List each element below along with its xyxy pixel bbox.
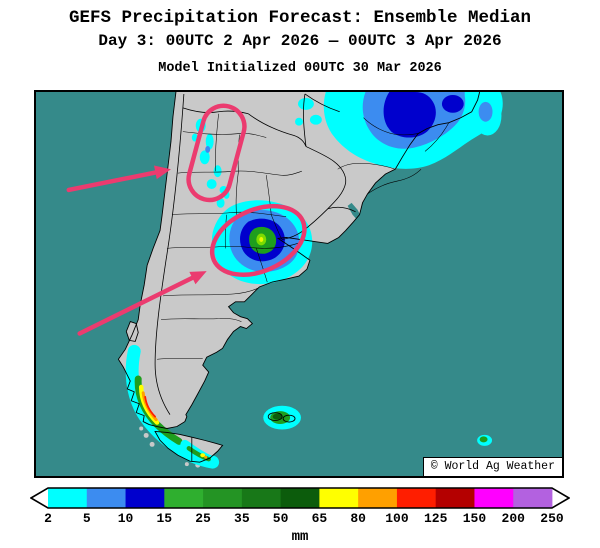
coastal-lagoon — [347, 202, 363, 223]
colorbar-tick: 10 — [117, 511, 134, 526]
precip-offshore-moderate — [478, 101, 493, 122]
map-canvas — [36, 92, 562, 476]
precip-ne-heavy-cell — [441, 94, 464, 113]
province-borders — [157, 113, 450, 360]
arrow-to-central-highlight — [77, 274, 197, 336]
precip-south-georgia-core — [479, 436, 488, 443]
colorbar-tick: 80 — [350, 511, 366, 526]
forecast-map: © World Ag Weather — [34, 90, 564, 478]
islet — [139, 426, 144, 431]
colorbar-segment-10-15 — [125, 488, 165, 508]
model-init-label: Model Initialized 00UTC 30 Mar 2026 — [158, 61, 442, 76]
map-title: GEFS Precipitation Forecast: Ensemble Me… — [68, 8, 532, 28]
colorbar-tick: 150 — [462, 511, 487, 526]
precip-speck — [309, 114, 322, 125]
colorbar-segment-65-80 — [319, 488, 359, 508]
colorbar-segment-25-35 — [203, 488, 243, 508]
colorbar-segment-35-50 — [241, 488, 282, 508]
precip-falklands-max — [272, 413, 282, 420]
colorbar — [30, 487, 570, 509]
colorbar-segment-200-250 — [513, 488, 553, 508]
precipitation-scale: 2 5 10 15 25 35 50 65 80 100 125 150 200 250 mm — [30, 487, 570, 545]
precip-speck — [200, 453, 206, 458]
precipitation-overlay — [125, 92, 503, 469]
colorbar-segment-15-25 — [164, 488, 204, 508]
islet — [149, 441, 155, 447]
precip-speck — [204, 455, 208, 459]
map-valid-period: Day 3: 00UTC 2 Apr 2026 — 00UTC 3 Apr 20… — [98, 32, 502, 50]
colorbar-segment-2-5 — [48, 488, 88, 508]
colorbar-tick: 2 — [44, 511, 52, 526]
precip-ne-heavy — [383, 92, 436, 138]
precip-chile-coast — [125, 344, 220, 469]
attribution-label: © World Ag Weather — [422, 457, 562, 476]
central-argentina-highlight — [209, 203, 307, 277]
colorbar-tick: 65 — [311, 511, 328, 526]
colorbar-unit: mm — [291, 529, 309, 545]
islet — [143, 432, 149, 438]
precip-speck — [295, 117, 303, 126]
colorbar-segment-5-10 — [86, 488, 126, 508]
northwest-argentina-highlight — [186, 103, 247, 203]
colorbar-tick: 100 — [385, 511, 409, 526]
colorbar-tick: 250 — [540, 511, 564, 526]
precip-nw-cell — [205, 145, 211, 153]
title-block: GEFS Precipitation Forecast: Ensemble Me… — [0, 6, 600, 78]
precip-speck — [216, 197, 225, 208]
islet — [184, 462, 189, 467]
precip-central-peak — [259, 236, 264, 242]
colorbar-tick: 25 — [195, 511, 211, 526]
colorbar-segment-50-65 — [280, 488, 320, 508]
colorbar-ticks: 2 5 10 15 25 35 50 65 80 100 125 150 200 250 — [30, 511, 570, 528]
colorbar-tick: 35 — [234, 511, 250, 526]
precip-speck — [298, 97, 314, 110]
colorbar-tick: 50 — [272, 511, 289, 526]
colorbar-outline — [30, 487, 570, 509]
colorbar-tick: 200 — [501, 511, 525, 526]
analyst-annotations — [66, 103, 307, 336]
arrowhead-central — [189, 271, 207, 285]
arrow-to-northwest-highlight — [66, 169, 160, 193]
colorbar-segment-100-125 — [396, 488, 437, 508]
coastlines — [117, 92, 481, 463]
colorbar-tick: 5 — [82, 511, 91, 526]
colorbar-segment-125-150 — [435, 488, 475, 508]
colorbar-segment-150-200 — [474, 488, 514, 508]
colorbar-tick: 125 — [423, 511, 448, 526]
arrowhead-northwest — [154, 165, 171, 180]
colorbar-tick: 15 — [156, 511, 173, 526]
colorbar-segment-80-100 — [358, 488, 398, 508]
